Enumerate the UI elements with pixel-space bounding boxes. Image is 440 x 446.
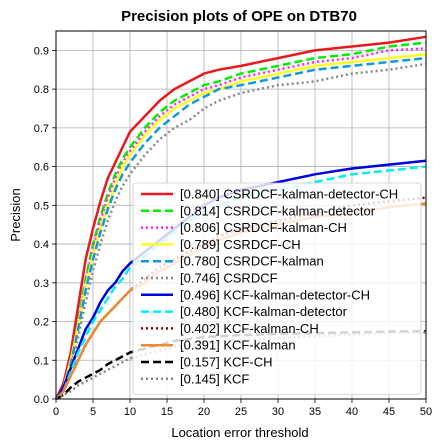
y-tick-label: 0.4 bbox=[34, 239, 49, 251]
y-tick-label: 0.6 bbox=[34, 162, 49, 174]
series-line bbox=[54, 35, 427, 400]
x-tick-label: 5 bbox=[90, 406, 96, 418]
legend-entry: [0.157] KCF-CH bbox=[180, 355, 272, 370]
x-tick-label: 40 bbox=[346, 406, 358, 418]
x-tick-label: 25 bbox=[235, 406, 247, 418]
x-axis-label: Location error threshold bbox=[171, 425, 308, 440]
legend-entry: [0.480] KCF-kalman-detector bbox=[180, 304, 348, 319]
x-tick-label: 10 bbox=[124, 406, 136, 418]
x-tick-label: 50 bbox=[420, 406, 432, 418]
legend-entry: [0.789] CSRDCF-CH bbox=[180, 237, 301, 252]
y-tick-label: 0.7 bbox=[34, 123, 49, 135]
series-line bbox=[54, 62, 427, 400]
legend-entry: [0.391] KCF-kalman bbox=[180, 338, 296, 353]
x-tick-label: 0 bbox=[53, 406, 59, 418]
x-tick-label: 45 bbox=[383, 406, 395, 418]
y-tick-label: 0.8 bbox=[34, 84, 49, 96]
axes: 0 5 10 15 20 25 30 35 40 45 50 0.0 0.1 0.2 0.3 0.4 0.5 0.… bbox=[34, 30, 432, 418]
plot-frame bbox=[55, 30, 427, 400]
legend-entry: [0.496] KCF-kalman-detector-CH bbox=[180, 287, 370, 302]
y-tick-label: 0.3 bbox=[34, 278, 49, 290]
y-tick-label: 0.5 bbox=[34, 200, 49, 212]
legend-entry: [0.746] CSRDCF bbox=[180, 271, 278, 286]
legend-entry: [0.806] CSRDCF-kalman-CH bbox=[180, 220, 347, 235]
y-tick-label: 0.0 bbox=[34, 394, 49, 406]
series-line bbox=[54, 56, 427, 400]
x-tick-label: 30 bbox=[272, 406, 284, 418]
legend-entry: [0.402] KCF-kalman-CH bbox=[180, 321, 319, 336]
x-tick-label: 20 bbox=[198, 406, 210, 418]
legend-box bbox=[132, 182, 422, 396]
legend-entry: [0.840] CSRDCF-kalman-detector-CH bbox=[180, 187, 398, 202]
y-tick-label: 0.1 bbox=[34, 355, 49, 367]
x-tick-label: 35 bbox=[309, 406, 321, 418]
legend: [0.840] CSRDCF-kalman-detector-CH[0.814]… bbox=[132, 182, 422, 396]
y-tick-label: 0.9 bbox=[34, 45, 49, 57]
y-tick-label: 0.2 bbox=[34, 317, 49, 329]
legend-entry: [0.780] CSRDCF-kalman bbox=[180, 254, 324, 269]
chart-title: Precision plots of OPE on DTB70 bbox=[121, 8, 357, 25]
legend-entry: [0.814] CSRDCF-kalman-detector bbox=[180, 203, 376, 218]
x-tick-label: 15 bbox=[161, 406, 173, 418]
legend-entry: [0.145] KCF bbox=[180, 371, 249, 386]
y-axis-label: Precision bbox=[8, 188, 23, 241]
